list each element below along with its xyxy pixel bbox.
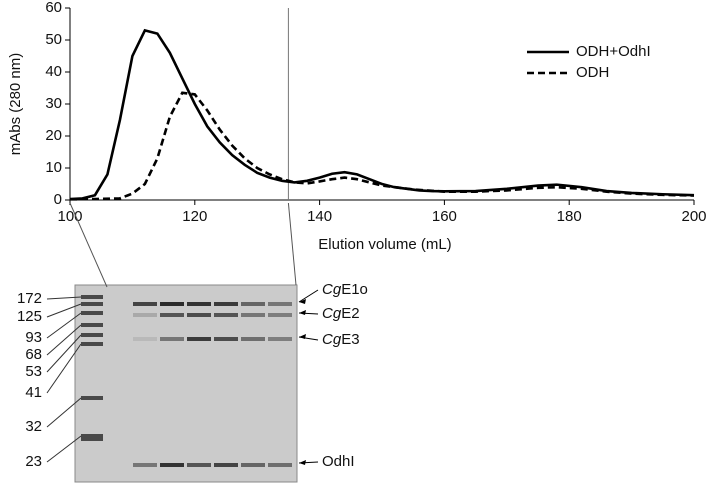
band-label-prefix: Cg	[322, 331, 342, 348]
marker-label: 93	[25, 329, 42, 346]
sample-band	[187, 302, 211, 306]
sample-band	[160, 302, 184, 306]
x-tick-label: 160	[432, 208, 457, 225]
connector	[287, 202, 297, 286]
marker-label: 68	[25, 346, 42, 363]
sample-band	[268, 463, 292, 467]
band-label-name: E3	[341, 331, 359, 348]
marker-label: 41	[25, 384, 42, 401]
marker-pointer	[46, 435, 82, 463]
arrow-head	[299, 310, 306, 315]
sample-band	[214, 313, 238, 317]
sample-band	[268, 337, 292, 341]
x-tick-label: 200	[681, 208, 706, 225]
sample-band	[241, 337, 265, 341]
marker-band	[81, 311, 103, 315]
marker-pointer	[46, 343, 82, 394]
legend-label: ODH+OdhI	[576, 43, 651, 60]
y-tick-label: 20	[45, 127, 62, 144]
y-tick-label: 60	[45, 0, 62, 16]
marker-band	[81, 323, 103, 327]
sample-band	[214, 302, 238, 306]
sample-band	[268, 313, 292, 317]
sample-band	[241, 313, 265, 317]
arrow-head	[299, 460, 306, 465]
marker-label: 172	[17, 290, 42, 307]
sample-band	[133, 463, 157, 467]
sample-band	[160, 337, 184, 341]
marker-band	[81, 295, 103, 299]
sample-band	[133, 313, 157, 317]
marker-label: 53	[25, 363, 42, 380]
marker-label: 32	[25, 418, 42, 435]
marker-pointer	[46, 334, 82, 373]
band-label-name: E2	[341, 305, 359, 322]
x-axis-title: Elution volume (mL)	[318, 236, 451, 253]
band-label-prefix: Cg	[322, 281, 342, 298]
x-tick-label: 100	[57, 208, 82, 225]
y-axis-title: mAbs (280 nm)	[7, 53, 24, 156]
marker-band	[81, 396, 103, 400]
x-tick-label: 120	[182, 208, 207, 225]
band-label: CgE2	[322, 305, 360, 322]
sample-band	[187, 337, 211, 341]
marker-pointer	[46, 324, 82, 356]
marker-band	[81, 302, 103, 306]
sample-band	[160, 313, 184, 317]
sample-band	[214, 337, 238, 341]
sample-band	[133, 337, 157, 341]
y-tick-label: 10	[45, 159, 62, 176]
y-tick-label: 0	[54, 191, 62, 208]
sample-band	[241, 302, 265, 306]
band-arrow	[298, 289, 319, 303]
marker-pointer	[46, 296, 82, 300]
legend-label: ODH	[576, 64, 609, 81]
arrow-head	[299, 299, 306, 304]
marker-label: 125	[17, 308, 42, 325]
marker-pointer	[46, 397, 82, 428]
sample-band	[214, 463, 238, 467]
connector	[69, 202, 108, 288]
y-tick-label: 40	[45, 63, 62, 80]
band-label-name: E1o	[341, 281, 368, 298]
marker-pointer	[46, 303, 82, 318]
gel-background	[74, 284, 298, 483]
band-label: OdhI	[322, 453, 355, 470]
sample-band	[268, 302, 292, 306]
y-tick-label: 30	[45, 95, 62, 112]
series-line	[69, 91, 695, 201]
sample-band	[187, 463, 211, 467]
marker-pointer	[46, 312, 82, 339]
x-tick-label: 180	[557, 208, 582, 225]
series-line	[69, 28, 695, 201]
sample-band	[241, 463, 265, 467]
sample-band	[187, 313, 211, 317]
y-tick-label: 50	[45, 31, 62, 48]
sample-band	[133, 302, 157, 306]
band-label: CgE3	[322, 331, 360, 348]
marker-band	[81, 434, 103, 441]
sample-band	[160, 463, 184, 467]
x-tick-label: 140	[307, 208, 332, 225]
band-label-name: OdhI	[322, 453, 355, 470]
arrow-head	[299, 334, 306, 339]
gel-image	[74, 284, 298, 483]
marker-band	[81, 333, 103, 337]
marker-label: 23	[25, 453, 42, 470]
band-label: CgE1o	[322, 281, 368, 298]
marker-band	[81, 342, 103, 346]
band-label-prefix: Cg	[322, 305, 342, 322]
